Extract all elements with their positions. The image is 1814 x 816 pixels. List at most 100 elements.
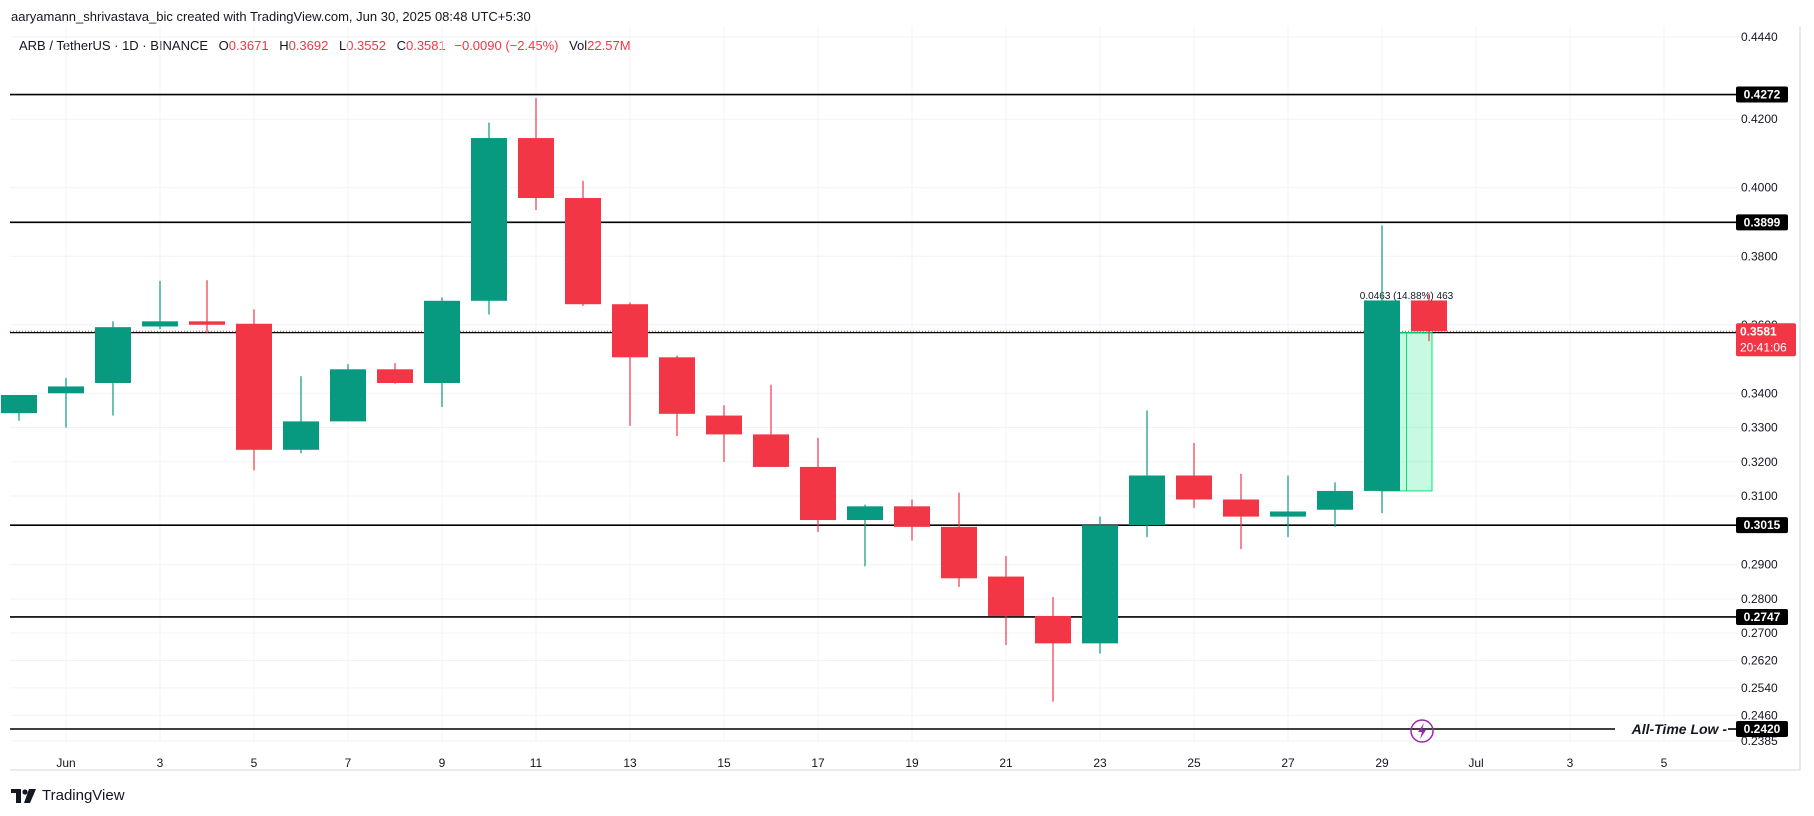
price-tick-label: 0.3200 [1741, 455, 1778, 469]
candle-body[interactable] [518, 138, 554, 199]
time-tick-label: 17 [811, 756, 825, 770]
close-value: 0.3581 [405, 38, 446, 53]
price-tick-label: 0.4200 [1741, 112, 1778, 126]
last-price-label: 0.3581 [1740, 324, 1777, 338]
price-tick-label: 0.3100 [1741, 489, 1778, 503]
price-tick-label: 0.2460 [1741, 708, 1778, 722]
all-time-low-annotation: All-Time Low - [1631, 721, 1728, 737]
time-tick-label: 5 [251, 756, 258, 770]
last-price-badge [1736, 323, 1796, 357]
candle-body[interactable] [894, 506, 930, 527]
level-badge [1736, 721, 1788, 738]
candle-body[interactable] [1176, 475, 1212, 500]
candle-body[interactable] [1, 394, 37, 414]
time-tick-label: 7 [345, 756, 352, 770]
price-tick-label: 0.2900 [1741, 558, 1778, 572]
time-tick-label: 29 [1375, 756, 1389, 770]
candle-body[interactable] [753, 434, 789, 467]
price-axis: 0.44400.42000.40000.38000.36000.34000.33… [1741, 30, 1778, 748]
brand-label: TradingView [42, 787, 125, 804]
candle-body[interactable] [236, 323, 272, 450]
price-tick-label: 0.2700 [1741, 626, 1778, 640]
time-tick-label: 9 [439, 756, 446, 770]
time-tick-label: 19 [905, 756, 919, 770]
level-badge-label: 0.2747 [1744, 610, 1781, 624]
volume-label: Vol [569, 38, 588, 53]
price-tick-label: 0.2540 [1741, 681, 1778, 695]
measure-label: 0.0463 (14.88%) 463 [1360, 291, 1454, 302]
chart-attribution: aaryamann_shrivastava_bic created with T… [11, 9, 531, 24]
time-tick-label: Jun [56, 756, 75, 770]
bar-countdown-label: 20:41:06 [1740, 340, 1787, 354]
price-tick-label: 0.2800 [1741, 592, 1778, 606]
candle-body[interactable] [424, 300, 460, 384]
low-label: L [338, 38, 347, 53]
candle-body[interactable] [847, 506, 883, 521]
time-tick-label: 15 [717, 756, 731, 770]
time-tick-label: 27 [1281, 756, 1295, 770]
price-axis-background [1738, 0, 1814, 780]
time-tick-label: 3 [157, 756, 164, 770]
candle-body[interactable] [800, 466, 836, 521]
candle-body[interactable] [283, 421, 319, 450]
candle-body[interactable] [1270, 511, 1306, 517]
price-tick-label: 0.3400 [1741, 386, 1778, 400]
candle-body[interactable] [659, 357, 695, 414]
time-axis: Jun 3 5 7 9 11 13 15 17 19 21 23 25 27 29 Jul 3 5 [56, 756, 1667, 770]
level-badges: 0.42720.38990.35770.30150.27470.24200.35… [1736, 86, 1796, 738]
candle-body[interactable] [1082, 525, 1118, 644]
time-tick-label: Jul [1468, 756, 1483, 770]
price-tick-label: 0.3300 [1741, 421, 1778, 435]
level-badge-label: 0.3899 [1744, 215, 1781, 229]
time-tick-label: 21 [999, 756, 1013, 770]
candle-body[interactable] [142, 321, 178, 327]
open-label: O [218, 38, 229, 53]
level-badge-label: 0.2420 [1744, 722, 1781, 736]
candle-body[interactable] [330, 369, 366, 422]
candle-body[interactable] [612, 304, 648, 358]
close-label: C [396, 38, 406, 53]
high-label: H [279, 38, 289, 53]
level-badge-label: 0.4272 [1744, 88, 1781, 102]
change-value: −0.0090 (−2.45%) [454, 38, 559, 53]
candle-body[interactable] [377, 369, 413, 384]
candle-body[interactable] [1035, 615, 1071, 644]
candle-body[interactable] [565, 198, 601, 305]
time-tick-label: 13 [623, 756, 637, 770]
price-tick-label: 0.3800 [1741, 249, 1778, 263]
level-badge [1736, 86, 1788, 103]
time-tick-label: 3 [1567, 756, 1574, 770]
candle-body[interactable] [1223, 499, 1259, 517]
open-value: 0.3671 [228, 38, 269, 53]
tradingview-logo-icon [11, 788, 36, 803]
candle-body[interactable] [941, 526, 977, 579]
time-tick-label: 11 [530, 756, 543, 770]
time-tick-label: 5 [1661, 756, 1668, 770]
price-tick-label: 0.2620 [1741, 653, 1778, 667]
level-badge [1736, 608, 1788, 625]
candle-body[interactable] [1317, 490, 1353, 510]
time-tick-label: 23 [1093, 756, 1107, 770]
high-value: 0.3692 [288, 38, 329, 53]
level-badge [1736, 214, 1788, 231]
candle-body[interactable] [1364, 300, 1400, 491]
volume-value: 22.57M [587, 38, 631, 53]
candle-body[interactable] [471, 138, 507, 301]
candle-body[interactable] [95, 327, 131, 384]
low-value: 0.3552 [346, 38, 386, 53]
candle-body[interactable] [1129, 475, 1165, 526]
price-tick-label: 0.4000 [1741, 181, 1778, 195]
price-tick-label: 0.2385 [1741, 734, 1778, 748]
lightning-icon[interactable] [1410, 719, 1434, 743]
tradingview-brand[interactable]: TradingView [11, 787, 125, 804]
time-tick-label: 25 [1187, 756, 1201, 770]
candle-body[interactable] [48, 386, 84, 394]
price-tick-label: 0.4440 [1741, 30, 1778, 44]
candle-body[interactable] [189, 321, 225, 325]
level-badge [1736, 517, 1788, 534]
candle-body[interactable] [988, 576, 1024, 616]
horizontal-levels: All-Time Low - [10, 93, 1738, 737]
candle-body[interactable] [1411, 300, 1447, 332]
price-chart[interactable]: All-Time Low - 0.0463 (14.88%) 463 0.444… [0, 0, 1814, 780]
candle-body[interactable] [706, 415, 742, 435]
